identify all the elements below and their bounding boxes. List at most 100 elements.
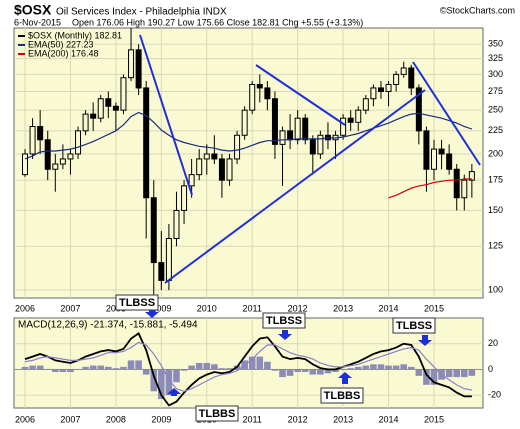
candle-body — [294, 117, 301, 141]
histogram-bar — [165, 369, 173, 396]
x-tick-label: 2011 — [243, 303, 262, 313]
date: 6-Nov-2015 — [14, 17, 61, 27]
candle-body — [362, 98, 369, 111]
histogram-bar — [271, 369, 279, 371]
candle-body — [37, 126, 44, 141]
candle-body — [112, 105, 119, 111]
histogram-bar — [264, 361, 271, 370]
y-tick-label: -20 — [488, 390, 501, 400]
x-tick-label: 2011 — [243, 414, 262, 424]
candle-body — [105, 98, 112, 107]
trend-line — [164, 89, 426, 284]
histogram-bar — [423, 369, 430, 385]
chart-title: $OSX — [14, 2, 52, 18]
candle-body — [135, 49, 142, 89]
candle-body — [158, 262, 165, 281]
histogram-bar — [370, 364, 377, 370]
candle-body — [173, 209, 180, 240]
candle-body — [59, 158, 66, 165]
y-tick-label: 100 — [488, 284, 503, 294]
histogram-bar — [347, 368, 354, 370]
candle-body — [143, 87, 150, 199]
candle-body — [302, 117, 309, 141]
annotation-arrow — [145, 310, 159, 318]
x-tick-label: 2006 — [15, 414, 35, 424]
candle-body — [393, 73, 400, 85]
legend-label: $OSX (Monthly) 182.81 — [28, 30, 122, 40]
histogram-bar — [29, 365, 36, 370]
histogram-bar — [142, 369, 150, 375]
y-tick-label: 275 — [488, 86, 503, 96]
annotation-box — [392, 317, 436, 334]
histogram-bar — [332, 369, 339, 372]
source: ©StockCharts.com — [440, 5, 515, 15]
histogram-bar — [354, 366, 362, 370]
y-tick-label: 225 — [488, 125, 503, 135]
x-tick-label: 2014 — [379, 303, 399, 313]
annotation-arrow — [167, 388, 181, 396]
histogram-bar — [468, 369, 476, 376]
candle-body — [249, 83, 256, 111]
macd-label: MACD(12,26,9) -21.374, -15.881, -5.494 — [18, 320, 198, 331]
series-line — [24, 111, 473, 160]
annotation-label: TLBBS — [199, 408, 236, 420]
candle-body — [287, 130, 294, 141]
y-tick-label: 300 — [488, 69, 503, 79]
candle-body — [355, 109, 362, 123]
candle-body — [120, 77, 127, 111]
histogram-bar — [120, 366, 127, 370]
candle-body — [218, 158, 225, 181]
plot-layer: 2006200720082009201020112012201320142015… — [14, 28, 503, 424]
histogram-bar — [150, 369, 158, 392]
histogram-bar — [211, 364, 218, 370]
y-tick-label: 20 — [488, 338, 498, 348]
candle-body — [128, 49, 135, 79]
candle-body — [408, 67, 415, 89]
trend-line — [255, 64, 346, 126]
candle-body — [340, 117, 347, 136]
candle-body — [430, 148, 437, 170]
candle-body — [226, 158, 233, 181]
candle-body — [211, 153, 218, 160]
x-tick-label: 2015 — [424, 414, 444, 424]
y-tick-label: 350 — [488, 39, 503, 49]
x-tick-label: 2012 — [288, 414, 308, 424]
x-tick-label: 2013 — [333, 303, 353, 313]
candle-body — [271, 98, 278, 145]
x-tick-label: 2007 — [60, 414, 80, 424]
histogram-bar — [309, 369, 317, 375]
histogram-bar — [203, 363, 211, 370]
histogram-bar — [324, 369, 332, 374]
candle-body — [67, 153, 74, 160]
candle-body — [165, 238, 172, 281]
histogram-bar — [218, 368, 226, 370]
histogram-bar — [248, 356, 256, 370]
annotation-box — [320, 387, 364, 404]
candle-body — [423, 130, 430, 170]
histogram-bar — [460, 369, 468, 378]
candle-body — [150, 197, 157, 264]
x-tick-label: 2007 — [60, 303, 80, 313]
candle-body — [29, 126, 36, 155]
candle-body — [82, 113, 89, 132]
histogram-bar — [226, 368, 233, 370]
candle-body — [438, 148, 445, 155]
candle-body — [52, 163, 59, 170]
candle-body — [264, 87, 271, 100]
candle-body — [468, 171, 475, 181]
candle-body — [461, 179, 468, 199]
candle-body — [90, 113, 97, 119]
histogram-bar — [135, 360, 142, 370]
histogram-bar — [97, 365, 105, 370]
candle-body — [377, 87, 384, 92]
candle-body — [385, 83, 392, 92]
histogram-bar — [36, 365, 44, 370]
legend-label: EMA(50) 227.23 — [28, 39, 94, 49]
annotation-arrow — [338, 372, 352, 384]
y-tick-label: 150 — [488, 205, 503, 215]
histogram-bar — [21, 366, 29, 370]
legend-label: EMA(200) 176.48 — [28, 48, 99, 58]
x-tick-label: 2010 — [197, 303, 217, 313]
histogram-bar — [51, 369, 59, 372]
candle-body — [203, 153, 210, 160]
